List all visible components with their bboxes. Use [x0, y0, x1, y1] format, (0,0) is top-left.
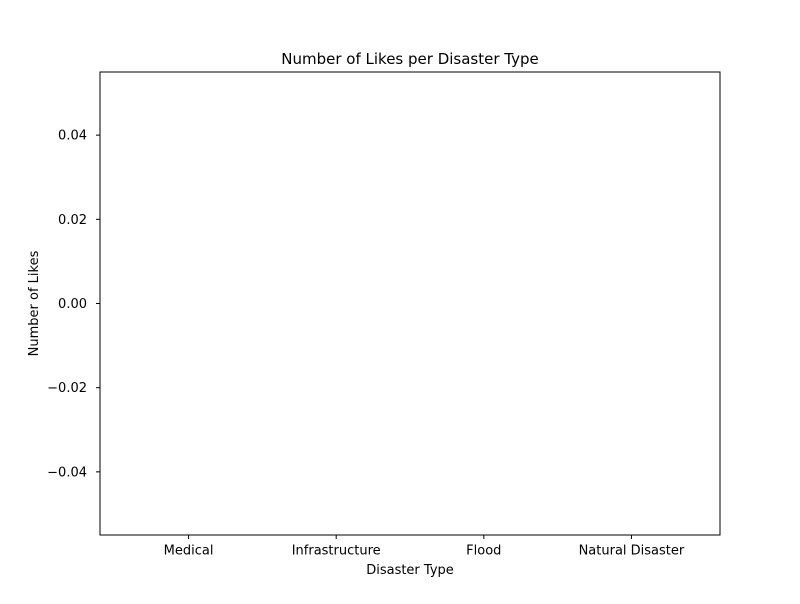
- x-tick-label: Medical: [164, 544, 214, 559]
- y-tick-label: −0.04: [47, 465, 87, 480]
- y-tick-label: 0.04: [58, 129, 87, 144]
- x-axis-ticks: Medical Infrastructure Flood Natural Disast…: [164, 535, 685, 559]
- y-tick-label: 0.02: [58, 213, 87, 228]
- x-tick-label: Infrastructure: [292, 544, 381, 559]
- y-tick-label: −0.02: [47, 381, 87, 396]
- y-axis-ticks: −0.04 −0.02 0.00 0.02 0.04: [47, 129, 100, 480]
- x-tick-label: Natural Disaster: [579, 544, 685, 559]
- x-tick-label: Flood: [466, 544, 501, 559]
- y-axis-label: Number of Likes: [27, 250, 42, 356]
- x-axis-label: Disaster Type: [366, 563, 454, 578]
- chart-title: Number of Likes per Disaster Type: [281, 50, 538, 68]
- y-tick-label: 0.00: [58, 297, 87, 312]
